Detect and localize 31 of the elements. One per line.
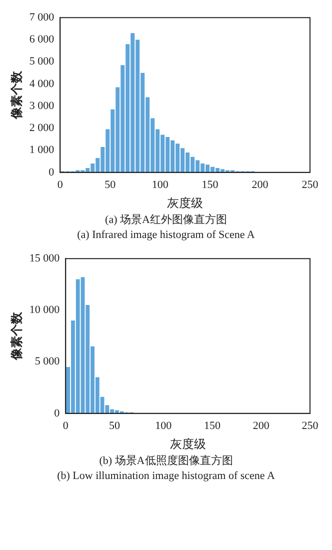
y-axis-title: 像素个数 [9,311,24,361]
y-tick-label: 10 000 [29,304,60,316]
x-tick-label: 250 [302,420,319,432]
y-tick-label: 6 000 [29,34,55,46]
x-tick-label: 200 [252,178,269,191]
text: (a) 场景A红外图像直方图 [104,213,228,228]
x-tick-label: 250 [302,178,319,191]
y-tick-label: 5 000 [34,356,60,368]
x-tick-label: 50 [104,178,116,191]
y-tick-label: 0 [54,407,60,420]
x-tick-label: 150 [202,178,219,191]
y-tick-label: 0 [48,166,55,178]
x-tick-label: 200 [252,420,270,432]
x-axis-title: 灰度级 [167,196,204,210]
x-tick-label: 50 [109,420,121,432]
y-axis-title: 像素个数 [9,70,24,120]
x-axis-title: 灰度级 [170,436,206,451]
y-tick-label: 7 000 [29,11,55,24]
text: (a) Infrared image histogram of Scene A [76,228,256,243]
x-tick-label: 150 [204,420,222,432]
y-tick-label: 15 000 [29,252,60,264]
y-tick-label: 3 000 [29,100,55,112]
text: (b) Low illumination image histogram of scene A [56,469,276,484]
text: (b) 场景A低照度图像直方图 [98,454,234,469]
y-tick-label: 5 000 [29,56,55,68]
y-tick-label: 1 000 [29,144,55,156]
x-tick-label: 100 [152,178,169,191]
y-tick-label: 4 000 [29,78,55,90]
y-tick-label: 2 000 [29,122,55,134]
x-tick-label: 0 [62,420,69,432]
x-tick-label: 100 [155,420,172,432]
